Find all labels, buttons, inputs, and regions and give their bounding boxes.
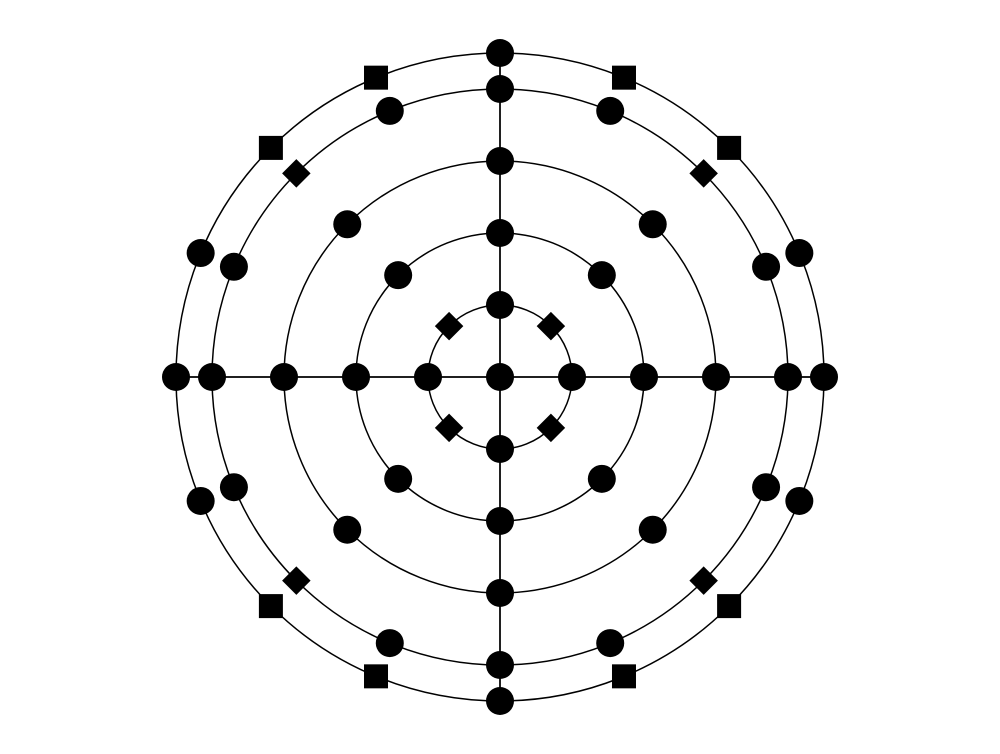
marker-circle xyxy=(198,363,226,391)
marker-circle xyxy=(785,239,813,267)
marker-square xyxy=(364,664,388,688)
marker-circle xyxy=(486,435,514,463)
marker-circle xyxy=(376,629,404,657)
marker-circle xyxy=(596,629,624,657)
marker-circle xyxy=(333,210,361,238)
marker-diamond xyxy=(435,312,464,341)
marker-circle xyxy=(486,651,514,679)
marker-square xyxy=(364,66,388,90)
marker-circle xyxy=(384,261,412,289)
marker-circle xyxy=(220,253,248,281)
marker-square xyxy=(717,594,741,618)
marker-circle xyxy=(270,363,298,391)
marker-circle xyxy=(810,363,838,391)
marker-circle xyxy=(414,363,442,391)
marker-circle xyxy=(702,363,730,391)
marker-square xyxy=(612,664,636,688)
marker-circle xyxy=(187,239,215,267)
marker-circle xyxy=(596,97,624,125)
marker-circle xyxy=(220,473,248,501)
marker-circle xyxy=(486,39,514,67)
marker-square xyxy=(259,136,283,160)
marker-circle xyxy=(774,363,802,391)
marker-square xyxy=(612,66,636,90)
marker-diamond xyxy=(537,414,566,443)
marker-circle xyxy=(639,210,667,238)
marker-circle xyxy=(752,253,780,281)
marker-circle xyxy=(376,97,404,125)
marker-circle xyxy=(333,516,361,544)
marker-circle xyxy=(342,363,370,391)
marker-circle xyxy=(162,363,190,391)
marker-circle xyxy=(486,219,514,247)
marker-circle xyxy=(486,687,514,715)
marker-circle xyxy=(486,291,514,319)
marker-circle xyxy=(486,75,514,103)
marker-circle xyxy=(588,465,616,493)
marker-circle xyxy=(486,147,514,175)
marker-circle xyxy=(588,261,616,289)
polar-diagram xyxy=(0,0,1000,754)
marker-circle xyxy=(486,579,514,607)
marker-circle xyxy=(639,516,667,544)
marker-circle xyxy=(785,487,813,515)
marker-circle xyxy=(752,473,780,501)
marker-diamond xyxy=(537,312,566,341)
marker-diamond xyxy=(435,414,464,443)
marker-circle xyxy=(558,363,586,391)
marker-circle xyxy=(384,465,412,493)
marker-square xyxy=(259,594,283,618)
marker-circle xyxy=(486,507,514,535)
marker-circle xyxy=(187,487,215,515)
marker-square xyxy=(717,136,741,160)
marker-circle xyxy=(486,363,514,391)
marker-circle xyxy=(630,363,658,391)
